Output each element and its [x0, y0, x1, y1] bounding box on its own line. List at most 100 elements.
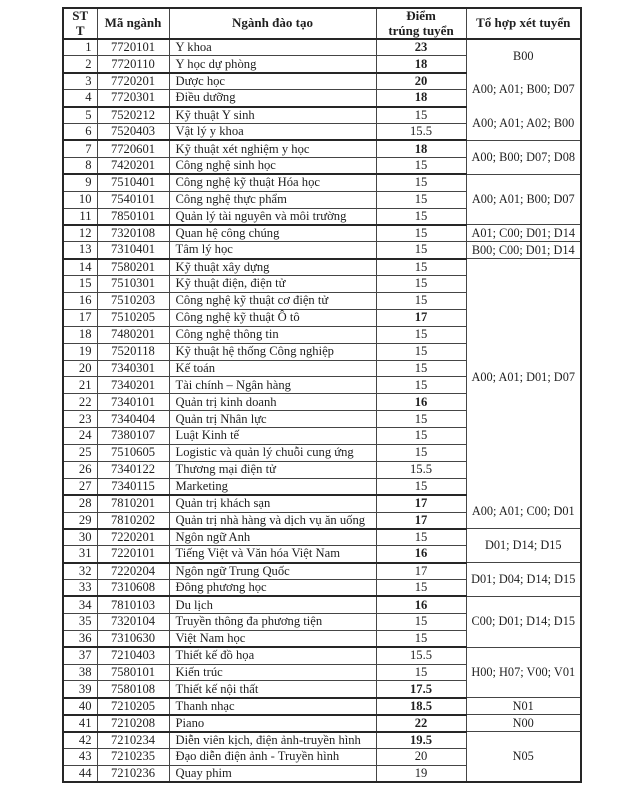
stt-cell: 38 — [62, 663, 98, 682]
major-cell: Đạo diễn điện ảnh - Truyền hình — [168, 748, 377, 766]
score-cell: 16 — [375, 595, 467, 614]
code-cell: 7310608 — [96, 579, 170, 597]
code-cell: 7810103 — [96, 595, 170, 614]
code-cell: 7220204 — [96, 561, 170, 581]
score-cell: 15 — [375, 376, 467, 395]
score-cell: 19.5 — [375, 730, 467, 749]
code-cell: 7520403 — [96, 123, 170, 141]
header-stt: ST T — [62, 7, 98, 41]
major-cell: Kỹ thuật Y sinh — [168, 105, 377, 125]
score-cell: 15 — [375, 410, 467, 429]
table-row: 44 7210236 Quay phim 19 — [62, 764, 581, 783]
table-row: 34 7810103 Du lịch 16 C00; D01; D14; D15 — [62, 595, 582, 648]
stt-cell: 6 — [62, 123, 98, 141]
score-cell: 15 — [375, 612, 467, 631]
code-cell: 7340122 — [96, 460, 170, 479]
stt-cell: 8 — [62, 156, 98, 175]
code-cell: 7810201 — [96, 494, 170, 513]
stt-cell: 26 — [62, 460, 98, 479]
table-row: 39 7580108 Thiết kế nội thất 17.5 — [62, 680, 581, 699]
major-cell: Quản trị nhà hàng và dịch vụ ăn uống — [168, 511, 377, 530]
major-cell: Quản trị kinh doanh — [168, 393, 377, 412]
major-cell: Y khoa — [168, 38, 377, 57]
stt-cell: 44 — [62, 764, 98, 783]
code-cell: 7720110 — [96, 55, 170, 74]
major-cell: Công nghệ thực phẩm — [168, 190, 377, 209]
stt-cell: 21 — [62, 376, 98, 395]
score-cell: 17 — [375, 494, 467, 513]
code-cell: 7320108 — [96, 223, 170, 243]
code-cell: 7720301 — [96, 89, 170, 108]
code-cell: 7310401 — [96, 241, 170, 260]
code-cell: 7720201 — [96, 71, 170, 91]
code-cell: 7210234 — [96, 730, 170, 749]
score-cell: 16 — [375, 393, 467, 412]
score-cell: 15 — [375, 325, 467, 344]
major-cell: Tiếng Việt và Văn hóa Việt Nam — [168, 545, 377, 564]
table-row: 19 7520118 Kỹ thuật hệ thống Công nghiệp 15 — [62, 342, 581, 361]
score-cell: 20 — [375, 748, 467, 766]
table-row: 43 7210235 Đạo diễn điện ảnh - Truyền hình… — [62, 748, 581, 766]
score-cell: 15 — [375, 257, 467, 277]
major-cell: Quan hệ công chúng — [168, 223, 377, 243]
table-row: 42 7210234 Diễn viên kịch, điện ảnh-truyền… — [62, 730, 582, 783]
table-row: 12 7320108 Quan hệ công chúng 15 A01; C00; D… — [62, 223, 582, 243]
table-row: 25 7510605 Logistic và quản lý chuỗi cung … — [62, 443, 581, 462]
admission-scores-table: ST T Mã ngành Ngành đào tạo Điểm trúng t… — [62, 7, 582, 784]
stt-cell: 30 — [62, 527, 98, 547]
table-row: 33 7310608 Đông phương học 15 — [62, 579, 581, 597]
stt-cell: 39 — [62, 680, 98, 699]
table-row: 27 7340115 Marketing 15 — [62, 477, 581, 496]
table-row: 38 7580101 Kiến trúc 15 — [62, 663, 581, 682]
table-row: 40 7210205 Thanh nhạc 18.5 N01 — [62, 696, 582, 716]
score-cell: 18 — [375, 89, 467, 108]
major-cell: Quay phim — [168, 764, 377, 783]
table-row: 29 7810202 Quản trị nhà hàng và dịch vụ ăn… — [62, 511, 581, 530]
stt-cell: 22 — [62, 393, 98, 412]
table-row: 1 7720101 Y khoa 23 B00 — [62, 38, 582, 73]
combo-cell: A00; A01; B00; D07 — [465, 173, 582, 225]
table-row: 14 7580201 Kỹ thuật xây dựng 15 A00; A01; D0… — [62, 257, 582, 496]
major-cell: Kế toán — [168, 359, 377, 378]
score-cell: 23 — [375, 38, 467, 57]
code-cell: 7850101 — [96, 207, 170, 226]
table-row: 36 7310630 Việt Nam học 15 — [62, 629, 581, 648]
stt-cell: 41 — [62, 713, 98, 733]
code-cell: 7220101 — [96, 545, 170, 564]
major-cell: Công nghệ kỹ thuật Hóa học — [168, 173, 377, 192]
major-cell: Việt Nam học — [168, 629, 377, 648]
stt-cell: 29 — [62, 511, 98, 530]
score-cell: 17 — [375, 511, 467, 530]
combo-cell: A01; C00; D01; D14 — [465, 224, 582, 242]
score-cell: 16 — [375, 545, 467, 564]
major-cell: Du lịch — [168, 595, 377, 614]
code-cell: 7520118 — [96, 342, 170, 361]
combo-cell: B00 — [465, 38, 582, 73]
combo-cell: C00; D01; D14; D15 — [465, 595, 582, 648]
table-row: 13 7310401 Tâm lý học 15 B00; C00; D01; D14 — [62, 241, 582, 260]
code-cell: 7340115 — [96, 477, 170, 496]
header-combo: Tổ hợp xét tuyển — [465, 7, 582, 41]
table-row: 21 7340201 Tài chính – Ngân hàng 15 — [62, 376, 581, 395]
stt-cell: 32 — [62, 561, 98, 581]
stt-cell: 42 — [62, 730, 98, 749]
stt-cell: 31 — [62, 545, 98, 564]
combo-cell: B00; C00; D01; D14 — [465, 241, 582, 259]
major-cell: Diễn viên kịch, điện ảnh-truyền hình — [168, 730, 377, 749]
major-cell: Y học dự phòng — [168, 55, 377, 74]
stt-cell: 9 — [62, 173, 98, 192]
code-cell: 7210236 — [96, 764, 170, 783]
code-cell: 7720101 — [96, 38, 170, 57]
combo-cell: A00; A01; C00; D01 — [465, 495, 582, 529]
score-cell: 22 — [375, 713, 467, 733]
code-cell: 7340101 — [96, 393, 170, 412]
header-major: Ngành đào tạo — [168, 7, 377, 41]
table-row: 15 7510301 Kỹ thuật điện, điện tử 15 — [62, 275, 581, 293]
major-cell: Công nghệ thông tin — [168, 325, 377, 344]
stt-cell: 34 — [62, 595, 98, 614]
code-cell: 7210205 — [96, 696, 170, 716]
combo-cell: D01; D04; D14; D15 — [465, 562, 582, 597]
stt-cell: 4 — [62, 89, 98, 108]
stt-cell: 28 — [62, 494, 98, 513]
